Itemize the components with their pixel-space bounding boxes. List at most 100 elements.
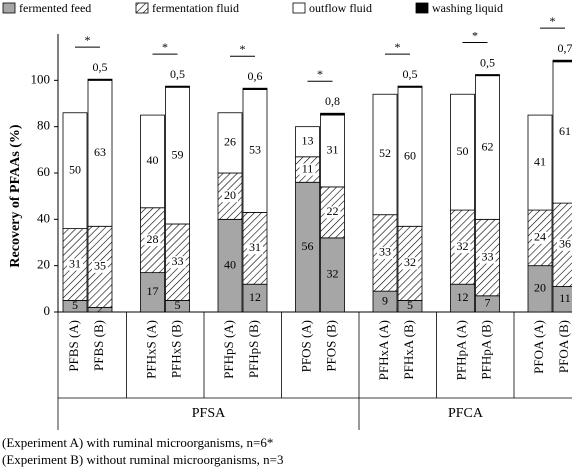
data-label: 50 — [457, 144, 469, 158]
data-label: 12 — [249, 290, 261, 304]
x-tick-label: PFHxA (B) — [401, 320, 416, 380]
data-label: 32 — [404, 255, 416, 269]
label-bg — [532, 231, 548, 244]
label-bg — [299, 163, 316, 176]
bar-segment — [295, 126, 320, 158]
data-label: 26 — [224, 135, 236, 149]
legend-swatch — [415, 2, 429, 14]
legend-swatch — [2, 2, 16, 14]
data-label: 53 — [249, 143, 261, 157]
data-label: 32 — [457, 239, 469, 253]
data-label: 17 — [147, 284, 159, 298]
data-label: 7 — [485, 296, 491, 310]
data-label: 33 — [172, 254, 184, 268]
data-label: 20 — [224, 188, 236, 202]
x-tick-label: PFOA (A) — [531, 320, 546, 374]
y-tick-label: 40 — [37, 210, 50, 225]
x-tick-label: PFHxS (A) — [143, 320, 158, 379]
bar-segment — [475, 74, 500, 77]
data-label: 11 — [559, 291, 571, 305]
significance-marker: * — [240, 42, 246, 56]
bar-segment — [475, 75, 500, 220]
label-bg — [557, 238, 572, 251]
bar-segment — [320, 237, 345, 313]
bar-segment — [450, 283, 475, 313]
y-tick-label: 0 — [44, 303, 51, 318]
x-tick-label: PFBS (B) — [91, 320, 106, 371]
data-label: 24 — [534, 230, 546, 244]
data-label: 52 — [379, 146, 391, 160]
bar-segment — [87, 79, 113, 227]
x-tick-label: PFOS (B) — [323, 320, 338, 372]
data-label: 61 — [559, 124, 571, 138]
significance-marker: * — [395, 40, 401, 54]
label-bg — [169, 256, 186, 269]
footnote: (Experiment B) without ruminal microorga… — [2, 452, 284, 467]
label-bg — [144, 234, 161, 247]
y-tick-label: 100 — [31, 71, 51, 86]
data-label: 63 — [94, 145, 106, 159]
legend-label: outflow fluid — [309, 1, 372, 15]
footnote: (Experiment A) with ruminal microorganis… — [2, 435, 273, 450]
data-label: 62 — [482, 139, 494, 153]
data-label: 31 — [249, 240, 261, 254]
data-label: 31 — [69, 256, 81, 270]
significance-marker: * — [162, 40, 168, 54]
data-label: 56 — [302, 239, 314, 253]
x-tick-label: PFHpA (A) — [453, 320, 468, 380]
label-bg — [92, 260, 108, 273]
label-bg — [479, 251, 496, 264]
y-tick-label: 20 — [37, 257, 50, 272]
legend-label: fermented feed — [19, 1, 91, 15]
legend-swatch — [292, 2, 306, 14]
data-label: 0,6 — [248, 69, 263, 83]
data-label: 11 — [302, 161, 314, 175]
legend-label: fermentation fluid — [152, 1, 239, 15]
bar-segment — [217, 112, 243, 174]
data-label: 0,8 — [325, 94, 340, 108]
data-label: 41 — [534, 154, 546, 168]
label-bg — [222, 190, 238, 203]
bar-segment — [320, 114, 345, 188]
bar-segment — [140, 114, 165, 209]
data-label: 5 — [407, 298, 413, 312]
bar-segment — [62, 112, 88, 230]
data-label: 33 — [482, 249, 494, 263]
label-bg — [454, 241, 471, 254]
bar-segment — [372, 93, 398, 216]
significance-marker: * — [317, 67, 323, 81]
data-label: 2 — [97, 301, 103, 315]
y-tick-label: 80 — [37, 118, 50, 133]
data-label: 50 — [69, 162, 81, 176]
data-label: 0,5 — [403, 67, 418, 81]
bar-segment — [165, 86, 190, 225]
x-tick-label: PFHxA (A) — [376, 320, 391, 380]
bar-segment — [552, 59, 572, 63]
bar-segment — [242, 89, 268, 213]
data-label: 31 — [327, 143, 339, 157]
data-label: 0,5 — [480, 55, 495, 69]
data-label: 22 — [327, 204, 339, 218]
bar-segment — [397, 85, 423, 88]
bar-segment — [165, 85, 190, 88]
legend-label: washing liquid — [432, 1, 503, 15]
y-tick-label: 60 — [37, 164, 50, 179]
data-label: 40 — [224, 257, 236, 271]
bar-segment — [217, 218, 243, 313]
bar-segment — [450, 93, 475, 211]
data-label: 0,7 — [558, 41, 572, 55]
label-bg — [402, 257, 418, 270]
data-label: 28 — [147, 232, 159, 246]
data-label: 20 — [534, 281, 546, 295]
bar-segment — [320, 112, 345, 116]
data-label: 0,5 — [170, 67, 185, 81]
data-label: 0,5 — [93, 60, 108, 74]
significance-marker: * — [550, 14, 556, 28]
label-bg — [324, 206, 341, 219]
x-tick-label: PFOA (B) — [556, 320, 571, 373]
group-label: PFCA — [448, 406, 484, 421]
x-tick-label: PFHpA (B) — [478, 320, 493, 380]
data-label: 5 — [72, 298, 78, 312]
x-tick-label: PFHpS (A) — [221, 320, 236, 379]
